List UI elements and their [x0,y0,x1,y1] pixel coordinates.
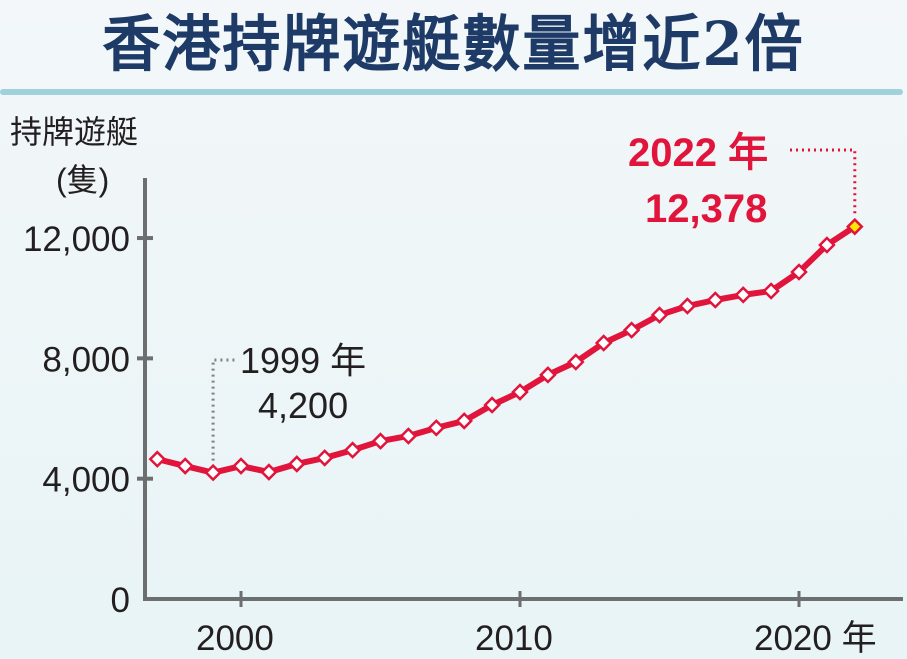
data-point-marker [148,450,167,468]
annotation-leader-1999 [211,358,238,461]
annotation-2022-year: 2022 年 [628,131,768,175]
data-point-marker [734,286,752,304]
data-point-marker [427,419,446,437]
data-point-marker [483,396,501,414]
data-point-marker [511,383,529,401]
data-point-marker [539,366,557,384]
x-tick-label: 2010 [475,619,553,658]
data-point-marker [762,282,780,300]
data-point-marker [343,441,362,459]
data-point-marker [594,334,613,352]
data-point-marker [818,236,836,254]
data-point-marker [371,432,390,450]
data-point-marker [678,297,697,315]
data-point-marker [650,306,669,324]
y-tick-label: 0 [111,581,130,620]
data-point-marker [260,463,278,481]
data-point-marker [455,412,473,430]
data-point-marker [232,457,250,475]
data-point-marker [315,449,334,467]
data-point-marker [622,321,641,339]
data-point-marker [176,457,194,475]
annotation-2022-value: 12,378 [645,187,767,231]
annotation-leader-2022 [790,148,857,217]
annotation-1999-value: 4,200 [258,385,348,426]
data-point-marker [567,353,585,371]
data-point-marker [846,217,864,236]
y-axis-unit: (隻) [56,162,110,198]
y-tick-label: 4,000 [42,461,130,500]
x-tick-label: 2020 年 [754,619,877,658]
y-tick-label: 12,000 [23,220,130,259]
data-point-marker [790,263,808,281]
y-tick-label: 8,000 [42,340,130,379]
data-point-marker [288,455,306,473]
annotation-1999-year: 1999 年 [240,340,366,381]
title-divider [0,89,903,95]
y-axis-label: 持牌遊艇 [10,114,139,150]
data-point-marker [706,291,725,309]
data-point-marker [399,427,418,445]
data-point-marker [204,463,222,482]
x-tick-label: 2000 [196,619,274,658]
chart-title: 香港持牌遊艇數量增近2倍 [102,8,805,80]
